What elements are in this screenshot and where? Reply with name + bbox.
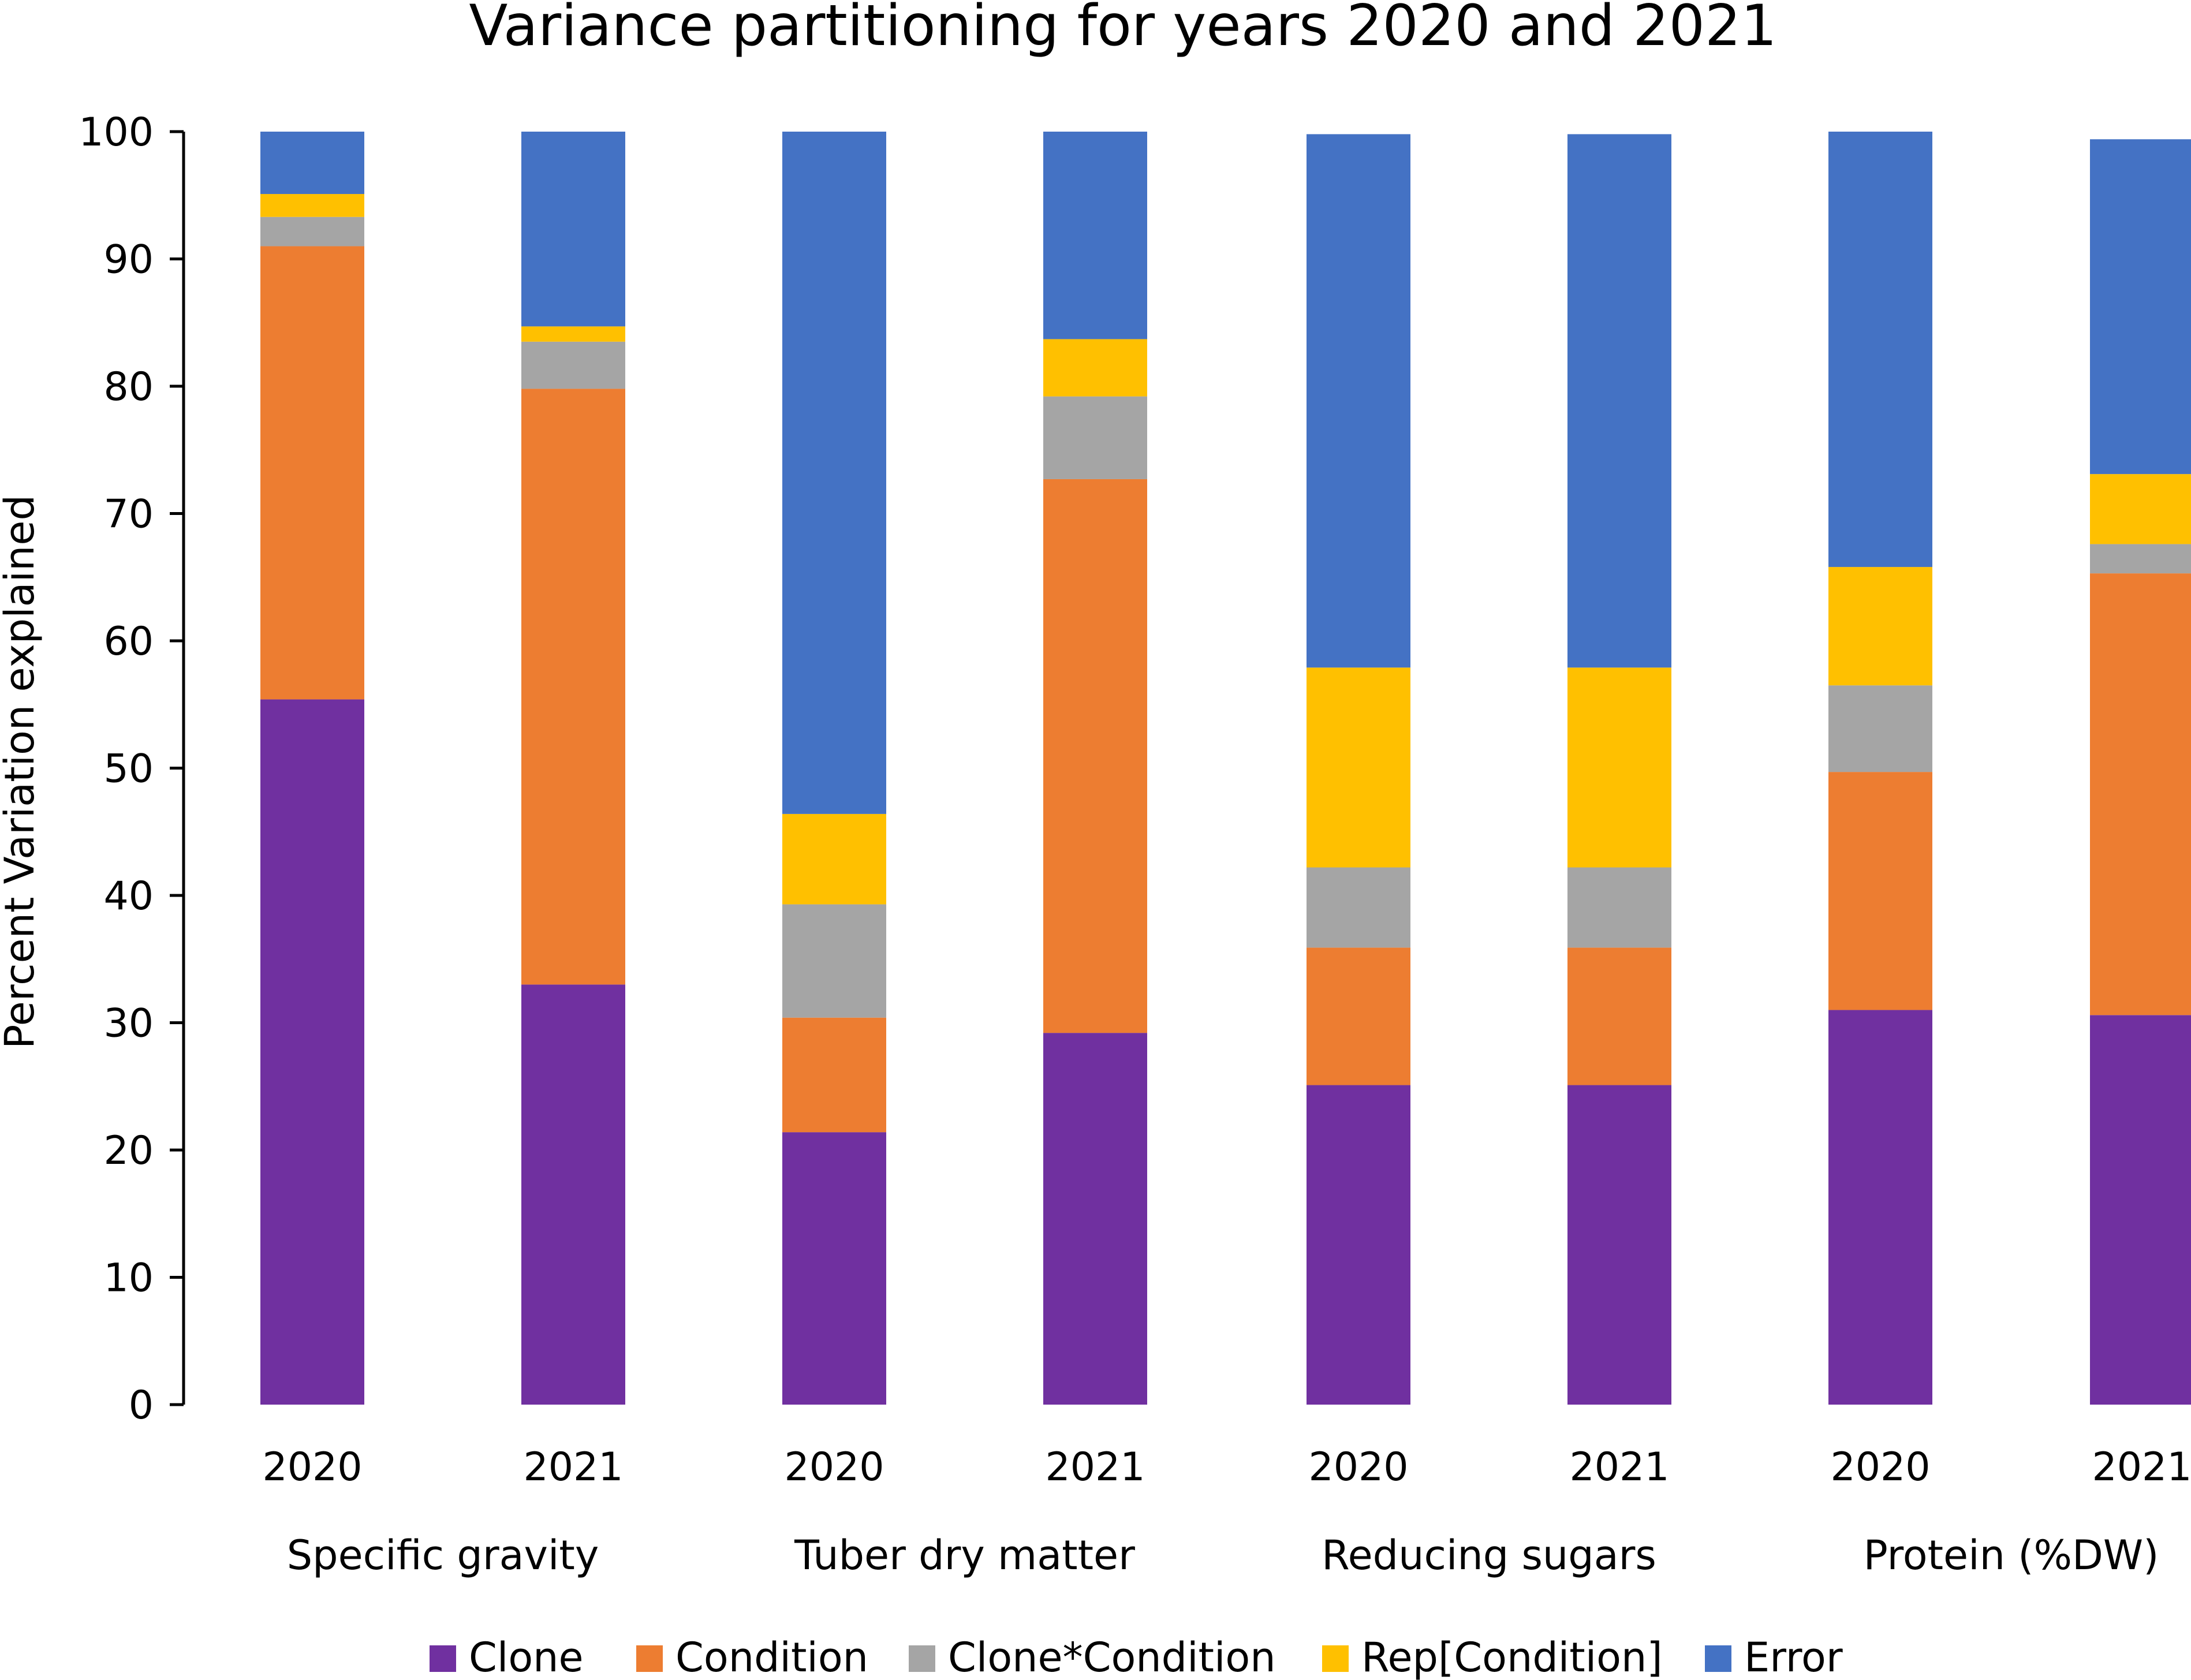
bar-segment-clone bbox=[1567, 1085, 1671, 1405]
bar-segment-condition bbox=[1567, 947, 1671, 1085]
y-tick-label: 90 bbox=[103, 237, 154, 283]
legend-label: Clone bbox=[469, 1634, 584, 1680]
bar-segment-error bbox=[1043, 132, 1147, 339]
y-tick-label: 40 bbox=[103, 873, 154, 919]
bar-segment-error bbox=[521, 132, 625, 327]
bar-segment-clone-condition bbox=[1307, 867, 1410, 948]
legend: Clone Condition Clone*Condition Rep[Conditi… bbox=[430, 1634, 1843, 1680]
legend-label: Clone*Condition bbox=[948, 1634, 1276, 1680]
bar-segment-clone-condition bbox=[521, 341, 625, 389]
bar-segment-clone-condition bbox=[1567, 867, 1671, 948]
bar-segment-rep-condition- bbox=[1307, 667, 1410, 868]
legend-label: Error bbox=[1744, 1634, 1843, 1680]
plot-area: 0 10 20 30 40 50 60 70 80 90 100 2020 2021 2020 2021 20… bbox=[79, 110, 2191, 1579]
bar-segment-error bbox=[2090, 139, 2191, 475]
legend-swatch bbox=[909, 1645, 935, 1672]
bar-segment-condition bbox=[782, 1017, 886, 1133]
y-tick-label: 60 bbox=[103, 619, 154, 664]
bar-segment-clone bbox=[521, 984, 625, 1405]
y-tick-label: 10 bbox=[103, 1256, 154, 1301]
y-tick-label: 80 bbox=[103, 364, 154, 410]
legend-swatch bbox=[636, 1645, 663, 1672]
bar-segment-condition bbox=[1828, 772, 1932, 1010]
legend-swatch bbox=[1322, 1645, 1349, 1672]
bar-segment-clone-condition bbox=[260, 216, 364, 247]
x-tick-label: 2020 bbox=[262, 1444, 362, 1490]
y-tick-label: 70 bbox=[103, 492, 154, 537]
legend-swatch bbox=[1705, 1645, 1731, 1672]
bar-segment-error bbox=[260, 132, 364, 195]
bar-segment-condition bbox=[260, 246, 364, 700]
bar-segment-rep-condition- bbox=[1043, 339, 1147, 397]
bar-segment-error bbox=[1567, 134, 1671, 668]
bar-segment-clone-condition bbox=[782, 904, 886, 1018]
legend-swatch bbox=[430, 1645, 456, 1672]
y-tick-label: 30 bbox=[103, 1001, 154, 1047]
bar-segment-error bbox=[782, 132, 886, 814]
x-tick-label: 2021 bbox=[1569, 1444, 1669, 1490]
chart-title: Variance partitioning for years 2020 and… bbox=[469, 0, 1776, 59]
bar-segment-clone bbox=[260, 699, 364, 1405]
x-tick-label: 2021 bbox=[1045, 1444, 1145, 1490]
bar-segment-rep-condition- bbox=[1567, 667, 1671, 868]
bar-segment-rep-condition- bbox=[260, 194, 364, 217]
group-label: Protein (%DW) bbox=[1864, 1532, 2159, 1579]
bar-segment-clone bbox=[1828, 1010, 1932, 1405]
x-tick-label: 2020 bbox=[784, 1444, 884, 1490]
bar-segment-clone-condition bbox=[1043, 396, 1147, 479]
bar-segment-rep-condition- bbox=[782, 813, 886, 905]
bar-segment-condition bbox=[2090, 573, 2191, 1016]
bar-segment-rep-condition- bbox=[521, 326, 625, 342]
bar-segment-clone-condition bbox=[2090, 544, 2191, 574]
bar-segment-clone bbox=[782, 1132, 886, 1405]
bar-segment-condition bbox=[521, 389, 625, 985]
bar-segment-clone bbox=[2090, 1015, 2191, 1405]
bar-segment-error bbox=[1307, 134, 1410, 668]
legend-label: Condition bbox=[675, 1634, 868, 1680]
x-tick-label: 2020 bbox=[1830, 1444, 1930, 1490]
x-tick-label: 2020 bbox=[1308, 1444, 1408, 1490]
y-tick-label: 100 bbox=[79, 110, 154, 155]
group-label: Reducing sugars bbox=[1322, 1532, 1656, 1579]
y-axis-label: Percent Variation explained bbox=[0, 495, 43, 1049]
bar-segment-error bbox=[1828, 132, 1932, 568]
y-tick-label: 20 bbox=[103, 1128, 154, 1174]
group-label: Tuber dry matter bbox=[794, 1532, 1135, 1579]
bar-segment-rep-condition- bbox=[2090, 474, 2191, 544]
group-label: Specific gravity bbox=[287, 1532, 599, 1579]
y-tick-label: 50 bbox=[103, 746, 154, 792]
x-tick-label: 2021 bbox=[523, 1444, 623, 1490]
bar-segment-rep-condition- bbox=[1828, 567, 1932, 686]
bar-segment-clone-condition bbox=[1828, 685, 1932, 772]
bar-segment-clone bbox=[1043, 1033, 1147, 1405]
bar-segment-condition bbox=[1043, 479, 1147, 1033]
bar-segment-clone bbox=[1307, 1085, 1410, 1405]
legend-label: Rep[Condition] bbox=[1361, 1634, 1663, 1680]
bar-segment-condition bbox=[1307, 947, 1410, 1085]
y-tick-label: 0 bbox=[129, 1383, 154, 1428]
x-tick-label: 2021 bbox=[2092, 1444, 2191, 1490]
